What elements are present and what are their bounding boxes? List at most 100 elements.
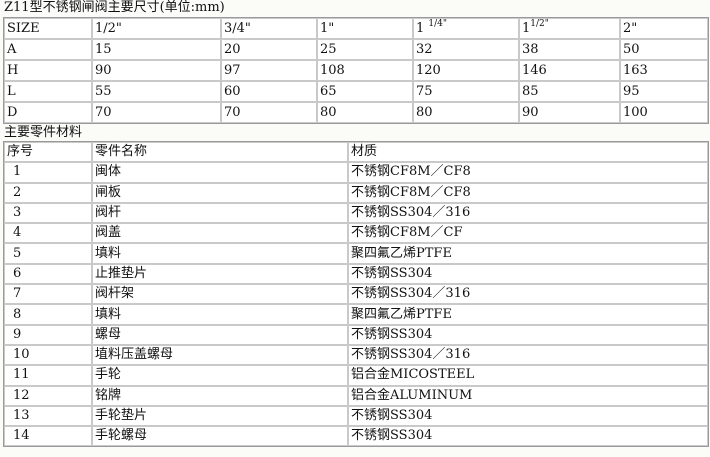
table-cell: 65	[317, 81, 413, 102]
table-row: D 70 70 80 80 90 100	[4, 102, 708, 123]
table-row: 6 止推垫片 不锈钢SS304	[4, 263, 708, 285]
table-cell: 70	[92, 102, 221, 123]
table-cell: 闸板	[92, 182, 348, 203]
table-cell: 1	[4, 162, 92, 183]
table-cell: 55	[92, 81, 221, 102]
table-cell: 阀杆	[92, 202, 348, 224]
size-label: 1"	[320, 21, 335, 36]
table-cell: 闽体	[92, 162, 348, 183]
table-row: 14 手轮螺母 不锈钢SS304	[4, 426, 708, 447]
table-cell: 不锈钢SS304	[348, 426, 708, 447]
table-cell: H	[4, 60, 92, 81]
size-label: 1	[416, 21, 429, 36]
table-cell: 不锈钢SS304	[348, 324, 708, 345]
table-row: 1 闽体 不锈钢CF8M／CF8	[4, 162, 708, 183]
header-cell: 1"	[317, 18, 413, 39]
table-cell: 97	[221, 60, 317, 81]
table-cell: 50	[620, 39, 708, 60]
table-row: 8 填料 聚四氟乙烯PTFE	[4, 304, 708, 325]
table-cell: 15	[92, 39, 221, 60]
size-label: 1	[522, 21, 531, 36]
table-cell: 阀盖	[92, 223, 348, 244]
table-cell: 4	[4, 223, 92, 244]
table-cell: 不锈钢CF8M／CF	[348, 223, 708, 244]
table-row: 4 阀盖 不锈钢CF8M／CF	[4, 223, 708, 244]
dimensions-table: SIZE 1/2" 3/4" 1" 1 1/4" 11/2" 2" A 15 20 25 32 38 50…	[3, 17, 709, 124]
table-row: 7 阀杆架 不锈钢SS304／316	[4, 284, 708, 305]
table-cell: 不锈钢SS304	[348, 263, 708, 285]
table-cell: 25	[317, 39, 413, 60]
table-cell: 填料	[92, 304, 348, 325]
table-cell: 90	[519, 102, 620, 123]
table-cell: 90	[92, 60, 221, 81]
table-cell: 80	[413, 102, 519, 123]
table-cell: D	[4, 102, 92, 123]
size-label: 2"	[623, 21, 638, 36]
table-cell: 9	[4, 324, 92, 345]
table-cell: 铝合金MICOSTEEL	[348, 365, 708, 386]
table-cell: 聚四氟乙烯PTFE	[348, 243, 708, 264]
table-cell: 7	[4, 284, 92, 305]
table-row: 9 螺母 不锈钢SS304	[4, 324, 708, 345]
table-cell: 止推垫片	[92, 263, 348, 285]
table-cell: 6	[4, 263, 92, 285]
header-cell: 1/2"	[92, 18, 221, 39]
table-cell: 铝合金ALUMINUM	[348, 385, 708, 406]
table-cell: 铭牌	[92, 385, 348, 406]
table-cell: 阀杆架	[92, 284, 348, 305]
table-row: 12 铭牌 铝合金ALUMINUM	[4, 385, 708, 406]
table-cell: 12	[4, 385, 92, 406]
table-cell: A	[4, 39, 92, 60]
table-cell: 不锈钢SS304／316	[348, 284, 708, 305]
materials-table: 序号 零件名称 材质 1 闽体 不锈钢CF8M／CF8 2 闸板 不锈钢CF8M／CF8 3 阀杆不…	[3, 141, 709, 448]
size-label: 1/2"	[95, 21, 122, 36]
table-cell: 60	[221, 81, 317, 102]
table-cell: 70	[221, 102, 317, 123]
header-cell: 11/2"	[519, 18, 620, 39]
table-cell: 163	[620, 60, 708, 81]
size-fraction: 1/2"	[530, 19, 549, 29]
table-cell: 80	[317, 102, 413, 123]
table-cell: 5	[4, 243, 92, 264]
table-row: H 90 97 108 120 146 163	[4, 60, 708, 81]
table-row: 13 手轮垫片 不锈钢SS304	[4, 405, 708, 427]
table-cell: 2	[4, 182, 92, 203]
table-cell: 75	[413, 81, 519, 102]
table-cell: 10	[4, 344, 92, 366]
table-row: 3 阀杆 不锈钢SS304／316	[4, 202, 708, 224]
table-cell: 13	[4, 405, 92, 427]
header-cell: 材质	[348, 142, 708, 163]
table-cell: 14	[4, 426, 92, 447]
table-cell: 聚四氟乙烯PTFE	[348, 304, 708, 325]
table-row: L 55 60 65 75 85 95	[4, 81, 708, 102]
table-cell: 手轮	[92, 365, 348, 386]
table-row: 11 手轮 铝合金MICOSTEEL	[4, 365, 708, 386]
table-cell: 不锈钢SS304／316	[348, 344, 708, 366]
header-cell: 2"	[620, 18, 708, 39]
table-cell: 埴料压盖螺母	[92, 344, 348, 366]
table-cell: 不锈钢SS304	[348, 405, 708, 427]
table-header-row: 序号 零件名称 材质	[4, 142, 708, 163]
header-cell: 序号	[4, 142, 92, 163]
table-cell: 8	[4, 304, 92, 325]
table-cell: 32	[413, 39, 519, 60]
table-cell: 85	[519, 81, 620, 102]
table-cell: 20	[221, 39, 317, 60]
size-label: 3/4"	[224, 21, 251, 36]
table-cell: 38	[519, 39, 620, 60]
table-cell: 108	[317, 60, 413, 81]
table-cell: 手轮垫片	[92, 405, 348, 427]
table-cell: 不锈钢CF8M／CF8	[348, 182, 708, 203]
table-cell: 100	[620, 102, 708, 123]
table-header-row: SIZE 1/2" 3/4" 1" 1 1/4" 11/2" 2"	[4, 18, 708, 39]
table-cell: 螺母	[92, 324, 348, 345]
table-row: A 15 20 25 32 38 50	[4, 39, 708, 60]
table-cell: 不锈钢SS304／316	[348, 202, 708, 224]
dimensions-title: Z11型不锈钢闸阀主要尺寸(单位:mm)	[4, 0, 225, 15]
header-cell: 1 1/4"	[413, 18, 519, 39]
table-cell: 95	[620, 81, 708, 102]
table-cell: 手轮螺母	[92, 426, 348, 447]
table-row: 5 填料 聚四氟乙烯PTFE	[4, 243, 708, 264]
table-row: 10 埴料压盖螺母 不锈钢SS304／316	[4, 344, 708, 366]
table-cell: 120	[413, 60, 519, 81]
